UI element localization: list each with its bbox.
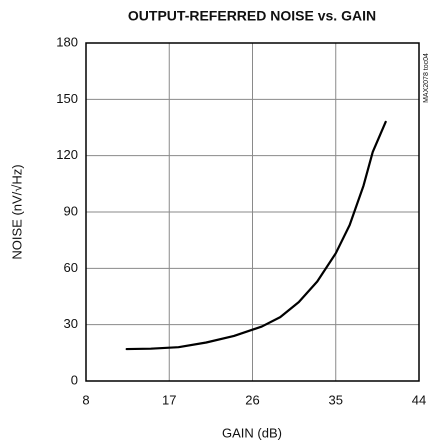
figure-id: MAX2078 toc04 bbox=[423, 53, 430, 103]
y-tick-label: 0 bbox=[71, 372, 78, 387]
y-tick-label: 30 bbox=[64, 316, 78, 331]
y-tick-label: 90 bbox=[64, 203, 78, 218]
data-line bbox=[125, 120, 387, 351]
x-axis-label: GAIN (dB) bbox=[222, 425, 282, 440]
chart-title: OUTPUT-REFERRED NOISE vs. GAIN bbox=[128, 8, 376, 24]
y-axis-label: NOISE (nV/√Hz) bbox=[9, 164, 24, 259]
x-tick-label: 17 bbox=[162, 392, 176, 407]
x-tick-label: 35 bbox=[329, 392, 343, 407]
y-tick-label: 120 bbox=[56, 147, 78, 162]
x-tick-label: 8 bbox=[82, 392, 89, 407]
plot-frame bbox=[85, 42, 420, 382]
y-tick-label: 150 bbox=[56, 91, 78, 106]
x-tick-label: 26 bbox=[245, 392, 259, 407]
y-tick-label: 60 bbox=[64, 260, 78, 275]
y-tick-label: 180 bbox=[56, 34, 78, 49]
x-tick-label: 44 bbox=[412, 392, 426, 407]
